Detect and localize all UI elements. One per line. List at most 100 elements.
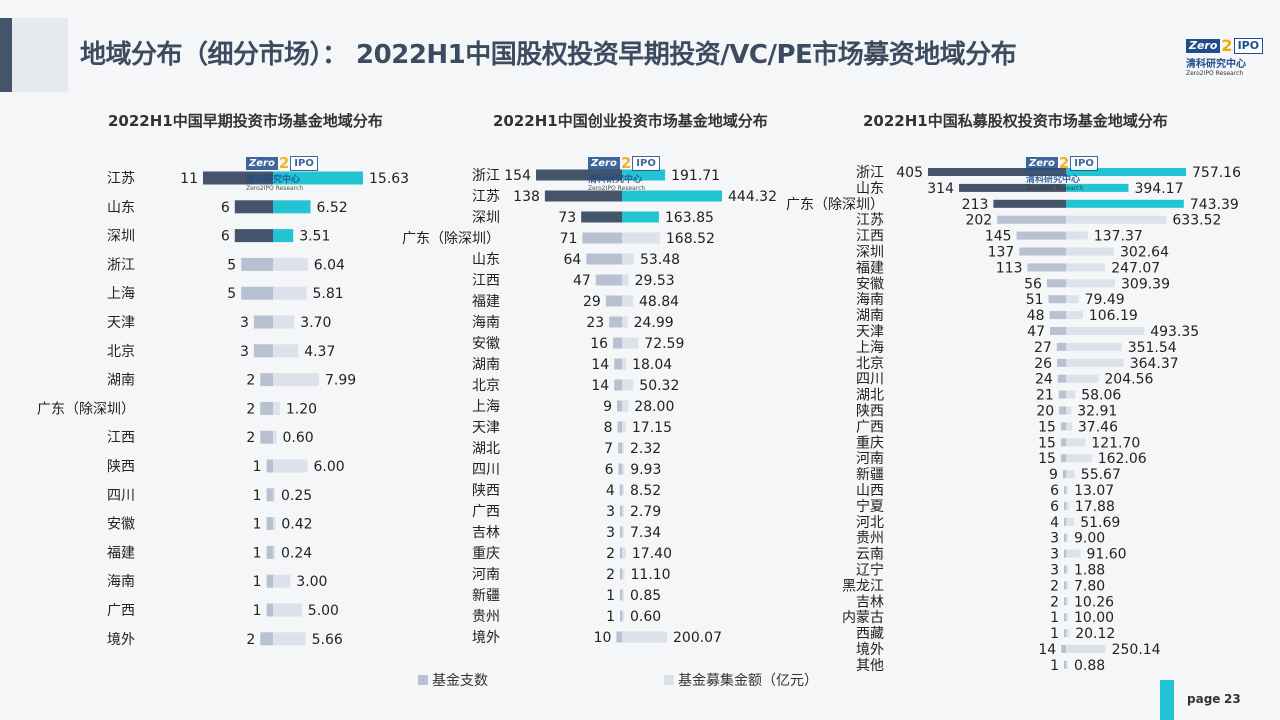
count-label-0-2: 6 [221,229,230,245]
amount-bar-2-7 [1066,279,1115,288]
category-label-2-18: 河南 [856,451,884,467]
count-label-2-15: 20 [1036,404,1054,420]
amount-label-1-3: 168.52 [666,231,715,247]
count-bar-2-14 [1058,390,1066,399]
amount-label-2-16: 37.46 [1078,419,1118,435]
amount-bar-1-21 [622,610,624,622]
count-label-1-12: 8 [604,420,613,436]
amount-label-2-25: 1.88 [1074,563,1105,579]
amount-bar-1-5 [622,274,629,286]
amount-label-0-8: 1.20 [286,401,317,417]
count-label-2-11: 27 [1034,340,1052,356]
count-label-2-25: 3 [1050,563,1059,579]
count-label-2-24: 3 [1050,547,1059,563]
amount-bar-2-8 [1066,295,1079,304]
category-label-2-24: 云南 [856,547,884,563]
page-accent-strip [1160,680,1174,720]
amount-label-1-9: 18.04 [632,357,672,373]
count-label-2-8: 51 [1026,292,1044,308]
title-accent-block [12,18,68,92]
count-label-1-2: 73 [558,210,576,226]
amount-bar-2-30 [1066,645,1106,653]
category-label-2-17: 重庆 [856,435,884,451]
count-bar-0-5 [253,315,273,329]
count-label-1-10: 14 [591,378,609,394]
count-label-1-15: 4 [606,483,615,499]
count-bar-1-0 [536,169,622,181]
count-label-2-23: 3 [1050,531,1059,547]
count-bar-1-14 [618,463,622,475]
category-label-1-2: 深圳 [472,210,500,226]
category-label-2-14: 湖北 [856,388,884,404]
amount-label-1-16: 2.79 [630,504,661,520]
amount-bar-0-13 [273,545,275,559]
count-label-2-9: 48 [1027,308,1045,324]
count-label-1-20: 1 [606,588,615,604]
count-bar-2-26 [1064,581,1066,590]
amount-bar-2-22 [1066,517,1075,526]
category-label-0-11: 四川 [107,488,135,504]
count-bar-0-14 [266,574,273,588]
page-number: 23 [1224,692,1241,706]
category-label-1-20: 新疆 [472,588,500,604]
category-label-1-9: 湖南 [472,357,500,373]
count-bar-1-9 [614,358,622,370]
amount-bar-2-2 [1066,199,1184,208]
count-bar-2-28 [1064,613,1066,622]
count-label-2-12: 26 [1034,356,1052,372]
count-label-1-9: 14 [591,357,609,373]
category-label-1-5: 江西 [472,273,500,289]
count-bar-2-4 [1016,231,1066,240]
count-label-2-19: 9 [1049,467,1058,483]
amount-bar-0-3 [273,257,308,271]
count-bar-1-15 [619,484,622,496]
count-label-2-20: 6 [1050,483,1059,499]
count-label-2-0: 405 [896,165,923,181]
count-bar-1-11 [617,400,622,412]
category-label-1-19: 河南 [472,567,500,583]
amount-label-1-2: 163.85 [665,210,714,226]
count-bar-2-13 [1057,374,1066,383]
amount-bar-2-27 [1066,597,1068,606]
category-label-1-7: 海南 [472,315,500,331]
category-label-0-16: 境外 [107,632,135,648]
count-bar-1-18 [620,547,622,559]
count-label-2-21: 6 [1050,499,1059,515]
amount-label-2-18: 162.06 [1098,451,1147,467]
category-label-2-3: 江苏 [856,213,884,229]
amount-label-2-13: 204.56 [1104,372,1153,388]
count-label-2-27: 2 [1050,594,1059,610]
category-label-0-13: 福建 [107,545,135,561]
amount-bar-2-3 [1066,215,1167,224]
count-bar-2-11 [1056,342,1066,351]
amount-label-1-10: 50.32 [639,378,679,394]
count-bar-1-13 [618,442,622,454]
amount-bar-1-13 [622,442,624,454]
amount-label-0-0: 15.63 [369,171,409,187]
amount-label-0-3: 6.04 [314,257,345,273]
amount-label-2-1: 394.17 [1135,181,1184,197]
count-bar-2-29 [1064,629,1066,638]
count-label-2-13: 24 [1035,372,1053,388]
count-label-0-12: 1 [253,517,262,533]
amount-bar-1-14 [622,463,625,475]
amount-label-0-11: 0.25 [281,488,312,504]
amount-bar-2-28 [1066,613,1068,622]
category-label-0-10: 陕西 [107,459,135,475]
amount-label-0-10: 6.00 [314,459,345,475]
count-bar-1-12 [617,421,622,433]
category-label-1-16: 广西 [472,504,500,520]
amount-label-2-24: 91.60 [1087,547,1127,563]
count-label-2-17: 15 [1038,435,1056,451]
category-label-0-12: 安徽 [107,517,135,533]
count-bar-1-17 [620,526,622,538]
chart-title-early: 2022H1中国早期投资市场基金地域分布 [108,112,383,130]
count-bar-2-22 [1064,517,1066,526]
amount-bar-1-6 [622,295,633,307]
amount-bar-0-2 [273,229,294,243]
amount-label-2-9: 106.19 [1089,308,1138,324]
category-label-2-29: 西藏 [856,626,884,642]
count-label-1-22: 10 [594,630,612,646]
count-label-2-5: 137 [988,245,1015,261]
amount-bar-2-17 [1066,438,1086,447]
